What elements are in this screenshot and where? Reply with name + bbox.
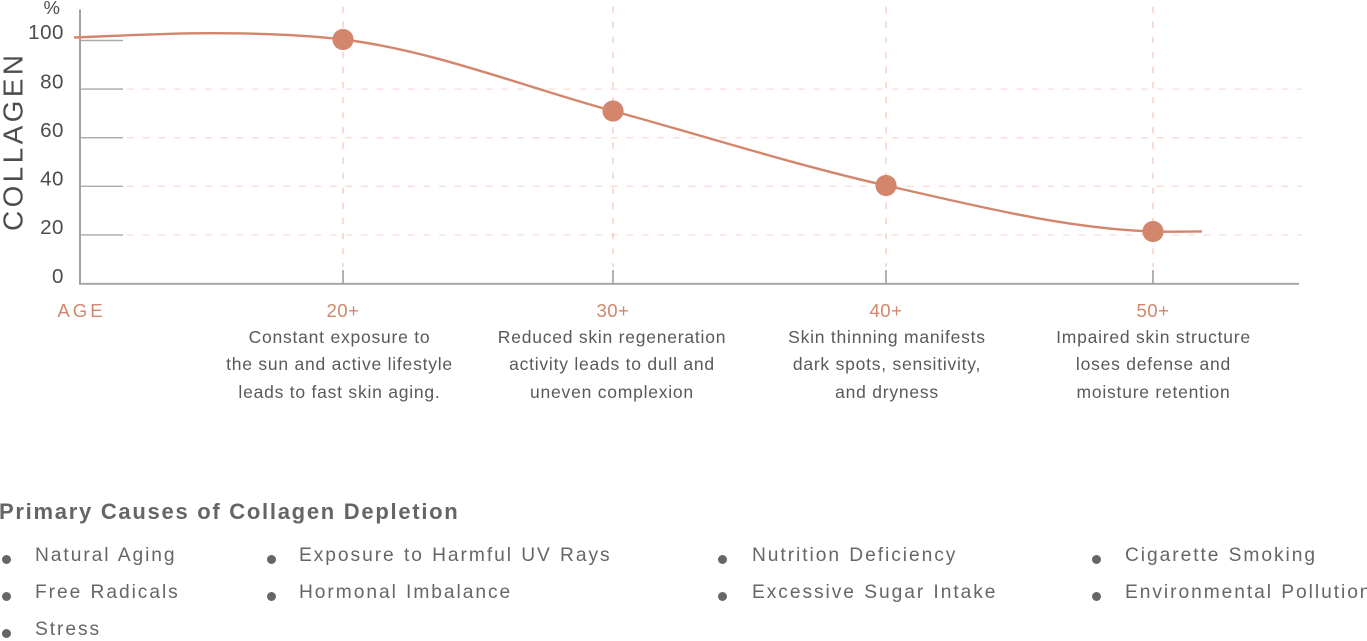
svg-text:60: 60 xyxy=(40,119,64,142)
svg-text:AGE: AGE xyxy=(57,300,105,321)
svg-text:40+: 40+ xyxy=(869,300,902,321)
svg-text:20+: 20+ xyxy=(326,300,359,321)
svg-text:80: 80 xyxy=(40,70,64,93)
svg-text:COLLAGEN: COLLAGEN xyxy=(0,52,28,231)
svg-text:40: 40 xyxy=(40,168,64,191)
svg-text:20: 20 xyxy=(40,216,64,239)
svg-text:100: 100 xyxy=(28,21,64,44)
svg-text:50+: 50+ xyxy=(1136,300,1169,321)
svg-text:30+: 30+ xyxy=(596,300,629,321)
svg-text:0: 0 xyxy=(52,265,64,288)
svg-text:%: % xyxy=(44,0,61,18)
